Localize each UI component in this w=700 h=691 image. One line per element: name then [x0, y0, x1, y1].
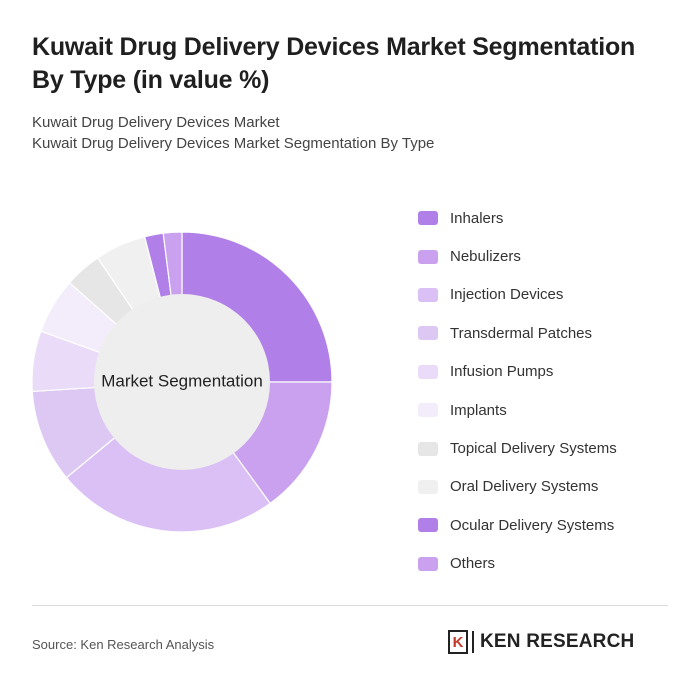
source-note: Source: Ken Research Analysis: [32, 637, 215, 652]
legend-label: Topical Delivery Systems: [450, 440, 617, 458]
legend-item: Transdermal Patches: [418, 314, 617, 352]
legend-item: Nebulizers: [418, 237, 617, 275]
donut-center: [94, 294, 270, 470]
subtitle-market: Kuwait Drug Delivery Devices Market: [32, 114, 280, 131]
legend-label: Infusion Pumps: [450, 363, 554, 381]
center-label: Market Segmentation: [101, 371, 263, 390]
legend-swatch: [418, 441, 438, 456]
footer-divider: [32, 605, 668, 606]
legend-item: Implants: [418, 391, 617, 429]
legend-swatch: [418, 518, 438, 533]
brand-separator: [472, 631, 474, 653]
legend-label: Others: [450, 555, 496, 573]
chart-legend: Inhalers Nebulizers Injection Devices Trans…: [418, 199, 617, 583]
donut-chart: Market Segmentation: [31, 231, 333, 533]
legend-item: Inhalers: [418, 199, 617, 237]
legend-swatch: [418, 287, 438, 302]
subtitle-segmentation: Kuwait Drug Delivery Devices Market Segm…: [32, 135, 435, 152]
brand-logo: K KEN RESEARCH: [448, 630, 634, 654]
legend-label: Injection Devices: [450, 286, 564, 304]
legend-item: Oral Delivery Systems: [418, 468, 617, 506]
legend-label: Ocular Delivery Systems: [450, 516, 615, 534]
legend-item: Others: [418, 545, 617, 583]
legend-swatch: [418, 249, 438, 264]
legend-swatch: [418, 364, 438, 379]
chart-title: Kuwait Drug Delivery Devices Market Segm…: [32, 33, 636, 94]
brand-mark-icon: K: [448, 630, 468, 654]
legend-item: Infusion Pumps: [418, 353, 617, 391]
brand-name: KEN RESEARCH: [480, 631, 635, 652]
legend-swatch: [418, 326, 438, 341]
legend-item: Injection Devices: [418, 276, 617, 314]
legend-label: Implants: [450, 401, 507, 419]
legend-label: Oral Delivery Systems: [450, 478, 599, 496]
legend-swatch: [418, 403, 438, 418]
legend-label: Inhalers: [450, 209, 504, 227]
legend-label: Transdermal Patches: [450, 324, 593, 342]
legend-item: Topical Delivery Systems: [418, 429, 617, 467]
legend-swatch: [418, 479, 438, 494]
legend-label: Nebulizers: [450, 248, 521, 266]
legend-swatch: [418, 211, 438, 226]
legend-swatch: [418, 556, 438, 571]
legend-item: Ocular Delivery Systems: [418, 506, 617, 544]
